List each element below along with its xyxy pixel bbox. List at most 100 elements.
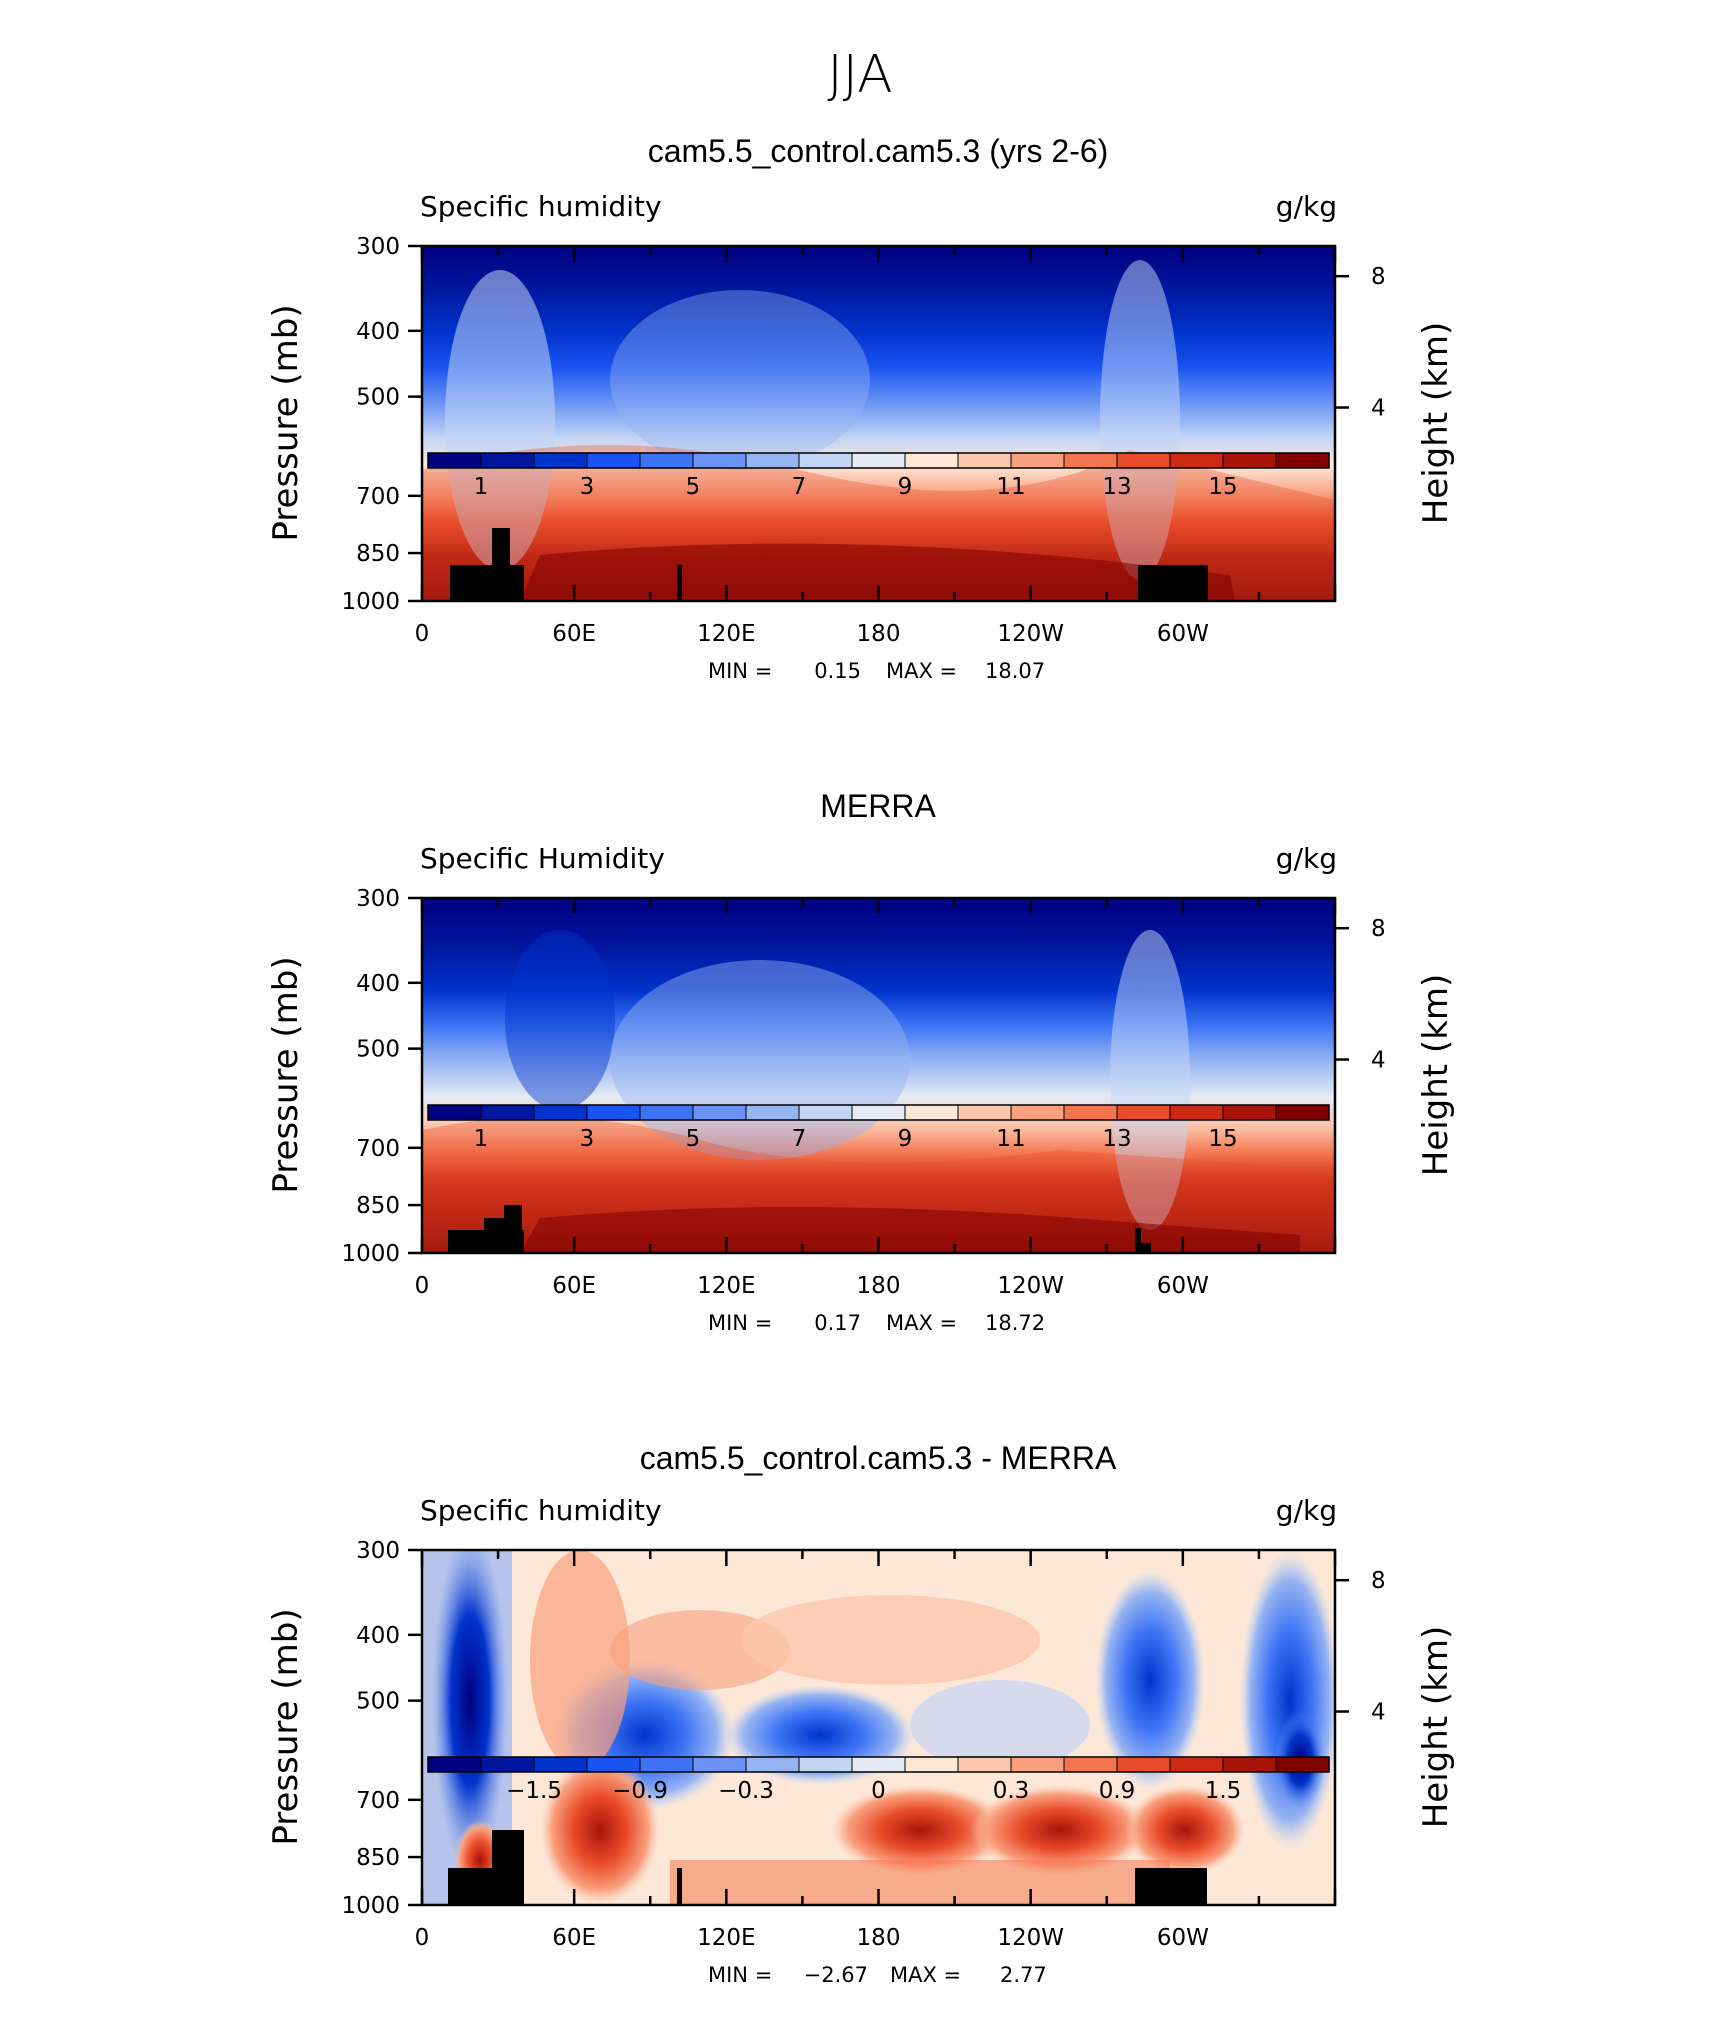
colorbar-label: 1 — [474, 1126, 489, 1152]
colorbar-box — [587, 1757, 641, 1772]
colorbar-label: 5 — [686, 1126, 701, 1152]
colorbar-box — [1064, 1105, 1118, 1120]
x-tick-label: 60E — [552, 1925, 596, 1951]
x-tick-label: 60W — [1157, 1925, 1209, 1951]
colorbar: −1.5 −0.9 −0.3 0 0.3 0.9 1.5 — [427, 1756, 1330, 1804]
x-tick-label: 120E — [697, 1273, 755, 1299]
colorbar-box — [852, 1105, 906, 1120]
x-tick-label: 120W — [997, 1273, 1064, 1299]
colorbar-box — [693, 1105, 747, 1120]
max-value: 18.72 — [985, 1311, 1045, 1335]
colorbar-box — [905, 1105, 959, 1120]
y-tick-label: 850 — [356, 1845, 400, 1871]
min-value: 0.17 — [814, 1311, 861, 1335]
colorbar-box — [534, 1105, 588, 1120]
y-tick-right-label: 4 — [1371, 396, 1386, 422]
colorbar-box — [693, 1757, 747, 1772]
y-tick-label: 300 — [356, 886, 400, 912]
y-axis-label: Pressure (mb) — [266, 1608, 306, 1845]
panel-model: cam5.5_control.cam5.3 (yrs 2-6) Specific… — [266, 133, 1456, 683]
y-tick-right-label: 4 — [1371, 1700, 1386, 1726]
colorbar-box — [746, 1105, 800, 1120]
colorbar-box — [852, 1757, 906, 1772]
colorbar-box — [587, 1105, 641, 1120]
x-tick-label: 60E — [552, 1273, 596, 1299]
colorbar-label: 15 — [1208, 1126, 1237, 1152]
contour-field — [422, 1550, 1335, 1905]
colorbar-box — [958, 453, 1012, 468]
colorbar-label: 7 — [792, 474, 807, 500]
x-tick-label: 0 — [415, 621, 430, 647]
colorbar-box — [799, 1105, 853, 1120]
y-tick-label: 700 — [356, 1136, 400, 1162]
y-tick-label: 700 — [356, 484, 400, 510]
colorbar-box — [1117, 453, 1171, 468]
colorbar-box — [905, 1757, 959, 1772]
colorbar-label: 15 — [1208, 474, 1237, 500]
y-tick-right-label: 4 — [1371, 1048, 1386, 1074]
units-label: g/kg — [1276, 1494, 1337, 1527]
colorbar-box — [693, 453, 747, 468]
colorbar-box — [1011, 453, 1065, 468]
topography-mask — [448, 1830, 1207, 1905]
colorbar-label: 1.5 — [1205, 1778, 1242, 1804]
max-value: 2.77 — [1000, 1963, 1047, 1987]
colorbar-label: 9 — [898, 474, 913, 500]
min-label: MIN = — [708, 1311, 772, 1335]
min-label: MIN = — [708, 659, 772, 683]
colorbar-label: 5 — [686, 474, 701, 500]
x-tick-label: 60E — [552, 621, 596, 647]
colorbar-frame — [427, 1104, 1330, 1121]
panel-merra: MERRA Specific Humidity g/kg 30040050070… — [266, 788, 1456, 1335]
y-tick-label: 850 — [356, 541, 400, 567]
y-axis-label: Pressure (mb) — [266, 304, 306, 541]
colorbar-box — [428, 453, 482, 468]
colorbar-box — [746, 1757, 800, 1772]
panel-title: cam5.5_control.cam5.3 (yrs 2-6) — [648, 133, 1109, 169]
y-axis-label-right: Height (km) — [1416, 1626, 1456, 1829]
colorbar-box — [1064, 453, 1118, 468]
colorbar-box — [852, 453, 906, 468]
colorbar-frame — [427, 452, 1330, 469]
panel-title: MERRA — [820, 788, 936, 824]
colorbar-box — [799, 1757, 853, 1772]
colorbar-box — [1276, 453, 1330, 468]
colorbar-label: 11 — [996, 474, 1025, 500]
topography-mask — [448, 1205, 1151, 1253]
variable-label: Specific humidity — [420, 190, 662, 223]
topography-mask — [450, 528, 1208, 601]
x-tick-label: 60W — [1157, 621, 1209, 647]
x-tick-label: 120W — [997, 1925, 1064, 1951]
colorbar-box — [534, 1757, 588, 1772]
colorbar-label: 7 — [792, 1126, 807, 1152]
colorbar-box — [958, 1757, 1012, 1772]
y-tick-label: 1000 — [341, 589, 400, 615]
colorbar-label: 11 — [996, 1126, 1025, 1152]
colorbar-box — [1276, 1105, 1330, 1120]
colorbar-box — [1170, 1105, 1224, 1120]
colorbar-box — [640, 1105, 694, 1120]
colorbar-box — [1170, 453, 1224, 468]
colorbar-label: −1.5 — [506, 1778, 562, 1804]
colorbar-label: 9 — [898, 1126, 913, 1152]
axes: 300 400 500 700 850 1000 8 4 0 60E 120E 180 120W 60W — [341, 1538, 1385, 1951]
axes: 300 400 500 700 850 1000 8 4 0 60E 120E 180 120W 60W — [341, 234, 1385, 647]
colorbar-box — [958, 1105, 1012, 1120]
contour-field — [422, 246, 1335, 601]
max-label: MAX = — [886, 659, 957, 683]
y-tick-label: 1000 — [341, 1893, 400, 1919]
variable-label: Specific humidity — [420, 1494, 662, 1527]
colorbar-box — [1117, 1757, 1171, 1772]
colorbar-label: 0.3 — [993, 1778, 1030, 1804]
x-tick-label: 0 — [415, 1273, 430, 1299]
x-tick-label: 180 — [857, 1925, 901, 1951]
colorbar-box — [1170, 1757, 1224, 1772]
y-tick-label: 700 — [356, 1788, 400, 1814]
axes: 300 400 500 700 850 1000 8 4 0 60E 120E 180 120W 60W — [341, 886, 1385, 1299]
colorbar-label: 3 — [580, 1126, 595, 1152]
colorbar-box — [640, 1757, 694, 1772]
min-label: MIN = — [708, 1963, 772, 1987]
y-tick-label: 400 — [356, 319, 400, 345]
colorbar-label: 1 — [474, 474, 489, 500]
y-tick-label: 500 — [356, 385, 400, 411]
